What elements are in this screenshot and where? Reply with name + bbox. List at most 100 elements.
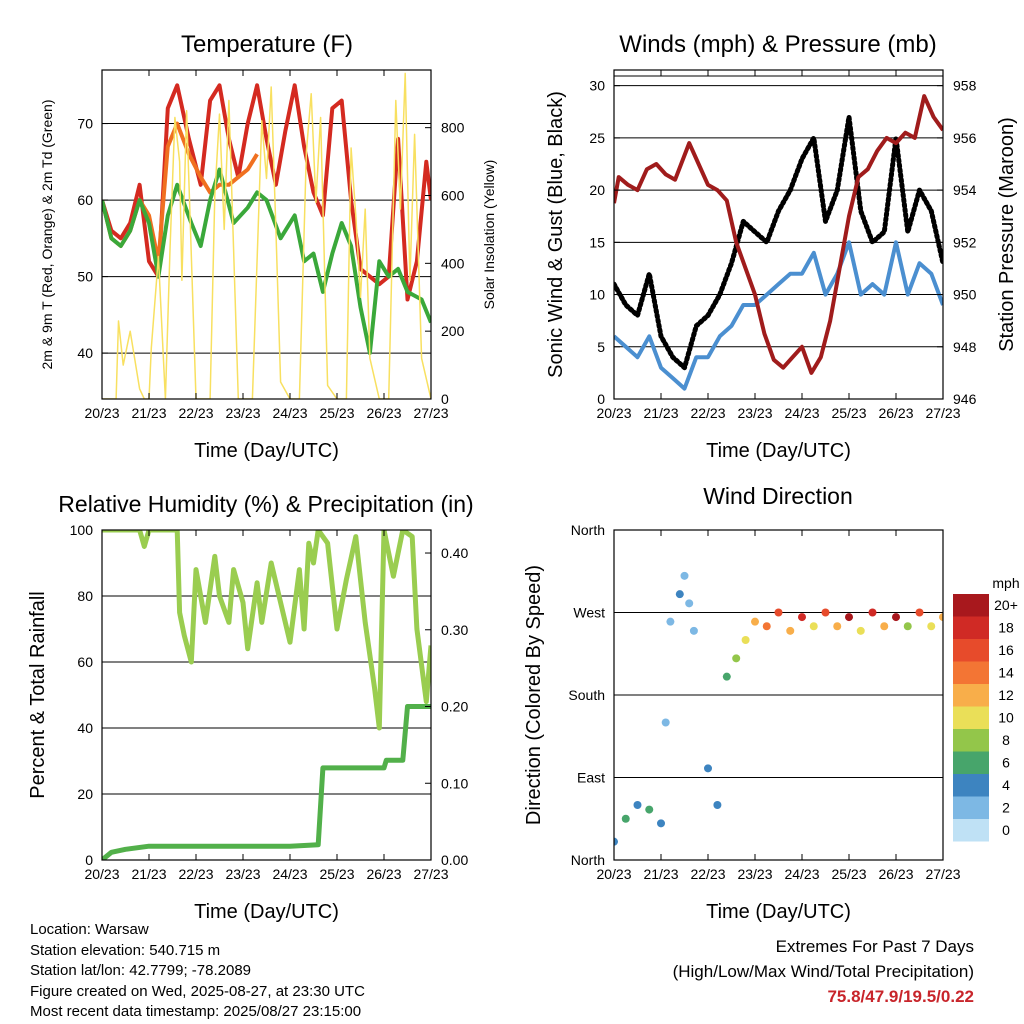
colorbar-label: 8 bbox=[1002, 732, 1010, 748]
y2-tick-label: 400 bbox=[441, 255, 465, 271]
colorbar-label: 20+ bbox=[994, 597, 1018, 613]
y-tick-label: 25 bbox=[589, 130, 605, 146]
direction-point bbox=[685, 599, 694, 608]
extremes-subtitle: (High/Low/Max Wind/Total Precipitation) bbox=[672, 962, 974, 981]
x-tick-label: 23/23 bbox=[737, 405, 772, 421]
x-tick-label: 27/23 bbox=[413, 866, 448, 882]
x-tick-label: 26/23 bbox=[366, 866, 401, 882]
direction-point bbox=[821, 608, 830, 617]
chart-panel-4: Wind Direction 20/23 21/23 22/23 23/23 24/23 2… bbox=[523, 483, 1020, 923]
y-tick-label: North bbox=[571, 852, 605, 868]
y-tick-label: 100 bbox=[70, 522, 94, 538]
colorbar-swatch bbox=[953, 616, 989, 639]
station-latlon: Station lat/lon: 42.7799; -78.2089 bbox=[30, 962, 252, 979]
y2-axis-label: Station Pressure (Maroon) bbox=[996, 117, 1018, 352]
y-tick-label: 15 bbox=[589, 234, 605, 250]
direction-point bbox=[645, 805, 654, 814]
y-axis-label: Percent & Total Rainfall bbox=[27, 591, 49, 799]
figure-created: Figure created on Wed, 2025-08-27, at 23… bbox=[30, 982, 365, 1000]
extremes-title: Extremes For Past 7 Days bbox=[775, 937, 974, 956]
x-tick-label: 23/23 bbox=[225, 866, 260, 882]
y-tick-label: 20 bbox=[77, 786, 93, 802]
station-location: Location: Warsaw bbox=[30, 921, 149, 938]
y2-tick-label: 954 bbox=[953, 182, 977, 198]
direction-point bbox=[868, 608, 877, 617]
x-tick-label: 24/23 bbox=[272, 405, 307, 421]
y-axis-label: Sonic Wind & Gust (Blue, Black) bbox=[545, 91, 567, 378]
colorbar-label: 10 bbox=[998, 710, 1014, 726]
direction-point bbox=[675, 590, 684, 599]
direction-point bbox=[680, 571, 689, 580]
direction-point bbox=[927, 622, 936, 631]
y2-tick-label: 958 bbox=[953, 78, 977, 94]
direction-point bbox=[845, 613, 853, 622]
colorbar-swatch bbox=[953, 751, 989, 774]
series-line-3 bbox=[102, 167, 431, 356]
direction-point bbox=[774, 608, 783, 617]
direction-point bbox=[798, 613, 806, 622]
direction-point bbox=[892, 613, 900, 622]
y2-tick-label: 0.40 bbox=[441, 545, 468, 561]
station-info: Location: Warsaw Station elevation: 540.… bbox=[30, 920, 365, 1023]
x-tick-label: 27/23 bbox=[925, 866, 960, 882]
x-axis-label: Time (Day/UTC) bbox=[706, 440, 851, 462]
direction-point bbox=[732, 654, 741, 663]
y-axis-label: 2m & 9m T (Red, Orange) & 2m Td (Green) bbox=[39, 100, 55, 370]
colorbar-label: 14 bbox=[998, 665, 1014, 681]
colorbar-swatch bbox=[953, 774, 989, 797]
chart-panel-2: Winds (mph) & Pressure (mb) 20/23 21/23 22/… bbox=[545, 31, 1018, 462]
x-tick-label: 25/23 bbox=[831, 405, 866, 421]
colorbar-label: 16 bbox=[998, 642, 1014, 658]
x-tick-label: 24/23 bbox=[784, 866, 819, 882]
x-tick-label: 22/23 bbox=[690, 866, 725, 882]
chart-panel-3: Relative Humidity (%) & Precipitation (i… bbox=[27, 491, 474, 923]
y2-tick-label: 946 bbox=[953, 391, 977, 407]
x-tick-label: 20/23 bbox=[596, 866, 631, 882]
plot-area bbox=[102, 72, 431, 399]
y-tick-label: 70 bbox=[77, 116, 93, 132]
x-tick-label: 22/23 bbox=[690, 405, 725, 421]
chart-title: Temperature (F) bbox=[181, 31, 353, 58]
colorbar-title: mph bbox=[992, 575, 1019, 591]
colorbar-swatch bbox=[953, 706, 989, 729]
direction-point bbox=[856, 626, 865, 635]
direction-point bbox=[722, 672, 731, 681]
direction-point bbox=[833, 622, 842, 631]
direction-point bbox=[751, 617, 759, 626]
x-tick-label: 25/23 bbox=[831, 866, 866, 882]
x-tick-label: 22/23 bbox=[178, 866, 213, 882]
x-tick-label: 23/23 bbox=[225, 405, 260, 421]
y2-tick-label: 0 bbox=[441, 391, 449, 407]
plot-area bbox=[102, 530, 431, 860]
x-tick-label: 27/23 bbox=[925, 405, 960, 421]
plot-area bbox=[614, 571, 943, 846]
y-tick-label: East bbox=[577, 770, 605, 786]
speed-colorbar: mph 20+ 18 16 14 12 10 8 6 4 2 0 bbox=[953, 575, 1020, 842]
direction-point bbox=[786, 626, 795, 635]
x-tick-label: 20/23 bbox=[84, 866, 119, 882]
colorbar-swatch bbox=[953, 661, 989, 684]
direction-point bbox=[614, 837, 618, 846]
direction-point bbox=[621, 814, 630, 823]
y-tick-label: West bbox=[573, 605, 605, 621]
y2-tick-label: 952 bbox=[953, 234, 977, 250]
x-tick-label: 24/23 bbox=[272, 866, 307, 882]
x-tick-label: 26/23 bbox=[366, 405, 401, 421]
chart-panel-1: Temperature (F) 20/23 21/23 22/23 23/23 24/23… bbox=[39, 31, 497, 462]
chart-title: Wind Direction bbox=[703, 483, 853, 509]
y-tick-label: 0 bbox=[597, 391, 605, 407]
x-tick-label: 22/23 bbox=[178, 405, 213, 421]
x-tick-label: 24/23 bbox=[784, 405, 819, 421]
x-tick-label: 21/23 bbox=[131, 866, 166, 882]
y2-tick-label: 948 bbox=[953, 339, 977, 355]
direction-point bbox=[939, 613, 943, 622]
y-axis-label: Direction (Colored By Speed) bbox=[523, 565, 545, 825]
colorbar-label: 18 bbox=[998, 620, 1014, 636]
colorbar-label: 4 bbox=[1002, 777, 1010, 793]
y-tick-label: 40 bbox=[77, 345, 93, 361]
x-tick-label: 21/23 bbox=[643, 866, 678, 882]
y2-tick-label: 0.20 bbox=[441, 699, 468, 715]
series-line-4 bbox=[102, 72, 431, 399]
plot-frame bbox=[613, 69, 944, 400]
